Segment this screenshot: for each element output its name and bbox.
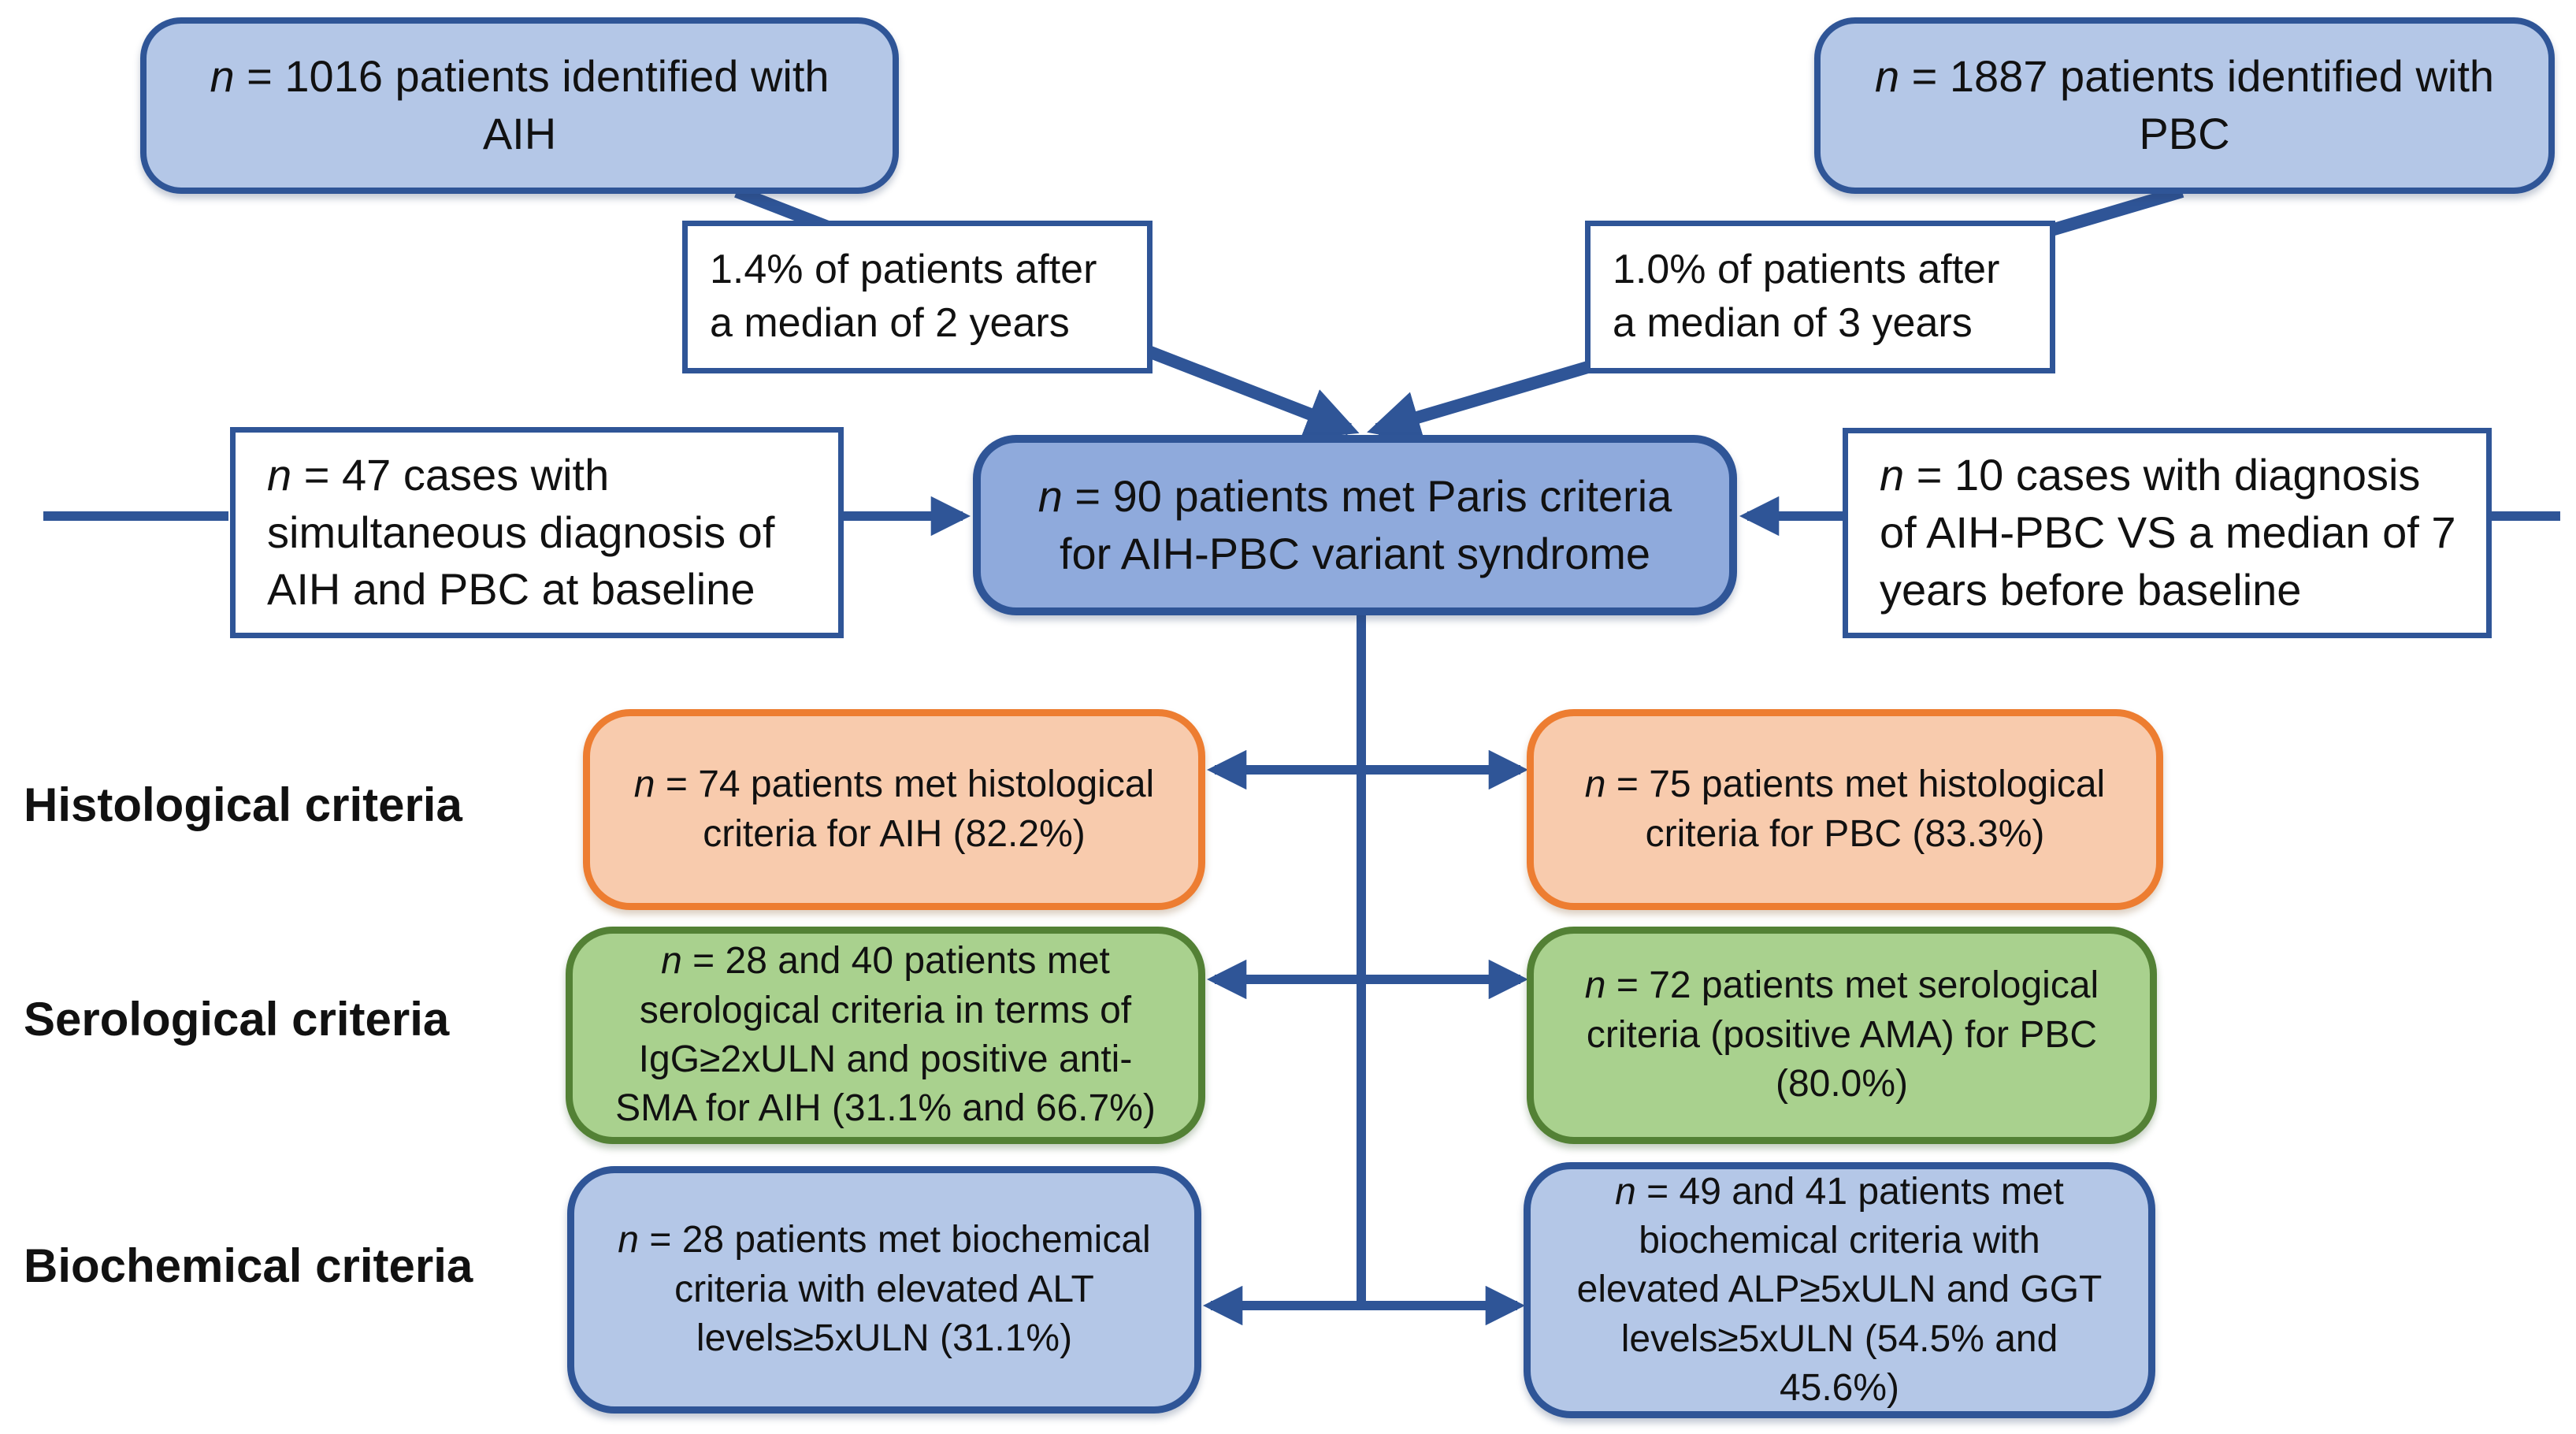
box-text-line: simultaneous diagnosis of — [267, 507, 775, 557]
box-text-line: criteria for AIH (82.2%) — [703, 812, 1086, 855]
box-text-line: biochemical criteria with — [1639, 1219, 2040, 1261]
box-text-line: criteria for PBC (83.3%) — [1645, 812, 2045, 855]
box-text-line: n = 72 patients met serological — [1584, 964, 2099, 1007]
box-serological-pbc: n = 72 patients met serological criteria… — [1527, 927, 2157, 1144]
box-text-line: n = 1887 patients identified with — [1874, 51, 2495, 102]
box-text-line: serological criteria in terms of — [639, 989, 1132, 1031]
box-text-line: (80.0%) — [1775, 1063, 1909, 1105]
box-serological-aih: n = 28 and 40 patients met serological c… — [566, 927, 1205, 1144]
box-text-line: criteria (positive AMA) for PBC — [1586, 1013, 2098, 1056]
box-text-line: elevated ALP≥5xULN and GGT — [1576, 1269, 2103, 1311]
box-text-line: IgG≥2xULN and positive anti- — [638, 1038, 1133, 1080]
row-label-serological: Serological criteria — [24, 993, 450, 1046]
box-text-line: n = 28 patients met biochemical — [618, 1219, 1151, 1261]
box-text-line: n = 90 patients met Paris criteria — [1037, 470, 1672, 521]
box-text-line: criteria with elevated ALT — [674, 1268, 1094, 1310]
box-text-line: levels≥5xULN (54.5% and — [1620, 1317, 2058, 1360]
box-biochemical-pbc: n = 49 and 41 patients met biochemical c… — [1524, 1162, 2155, 1418]
box-pbc-cohort: n = 1887 patients identified with PBC — [1814, 17, 2555, 194]
box-text-line: AIH — [482, 109, 557, 158]
box-text-line: 1.4% of patients after — [710, 247, 1097, 293]
box-text-line: AIH and PBC at baseline — [267, 564, 755, 615]
box-text-line: years before baseline — [1880, 564, 2302, 615]
box-text-line: a median of 3 years — [1613, 300, 1973, 346]
box-histological-aih: n = 74 patients met histological criteri… — [583, 709, 1205, 910]
box-aih-cohort: n = 1016 patients identified with AIH — [140, 17, 899, 194]
box-prior-vs-diagnosis: n = 10 cases with diagnosis of AIH-PBC V… — [1843, 428, 2492, 638]
box-text-line: n = 49 and 41 patients met — [1615, 1170, 2064, 1213]
box-text-line: PBC — [2139, 109, 2230, 158]
box-text-line: n = 28 and 40 patients met — [661, 940, 1110, 983]
box-text-line: 45.6%) — [1779, 1367, 1900, 1410]
box-text-line: n = 74 patients met histological — [633, 763, 1155, 806]
box-text-line: of AIH-PBC VS a median of 7 — [1880, 507, 2456, 558]
box-text-line: n = 10 cases with diagnosis — [1880, 450, 2421, 500]
box-percent-pbc: 1.0% of patients after a median of 3 yea… — [1585, 221, 2055, 373]
row-label-biochemical: Biochemical criteria — [24, 1239, 473, 1292]
box-simultaneous-diagnosis: n = 47 cases with simultaneous diagnosis… — [230, 427, 844, 638]
box-text-line: n = 1016 patients identified with — [210, 51, 830, 102]
row-label-histological: Histological criteria — [24, 778, 462, 831]
box-text-line: n = 75 patients met histological — [1584, 763, 2106, 806]
box-text-line: levels≥5xULN (31.1%) — [696, 1317, 1073, 1360]
box-text-line: n = 47 cases with — [267, 449, 610, 500]
box-percent-aih: 1.4% of patients after a median of 2 yea… — [682, 221, 1153, 373]
box-histological-pbc: n = 75 patients met histological criteri… — [1527, 709, 2163, 910]
box-text-line: 1.0% of patients after — [1613, 247, 2000, 293]
box-paris-criteria: n = 90 patients met Paris criteria for A… — [973, 435, 1737, 615]
box-biochemical-aih: n = 28 patients met biochemical criteria… — [567, 1166, 1201, 1414]
box-text-line: a median of 2 years — [710, 300, 1070, 346]
box-text-line: SMA for AIH (31.1% and 66.7%) — [615, 1087, 1156, 1130]
box-text-line: for AIH-PBC variant syndrome — [1059, 528, 1651, 578]
